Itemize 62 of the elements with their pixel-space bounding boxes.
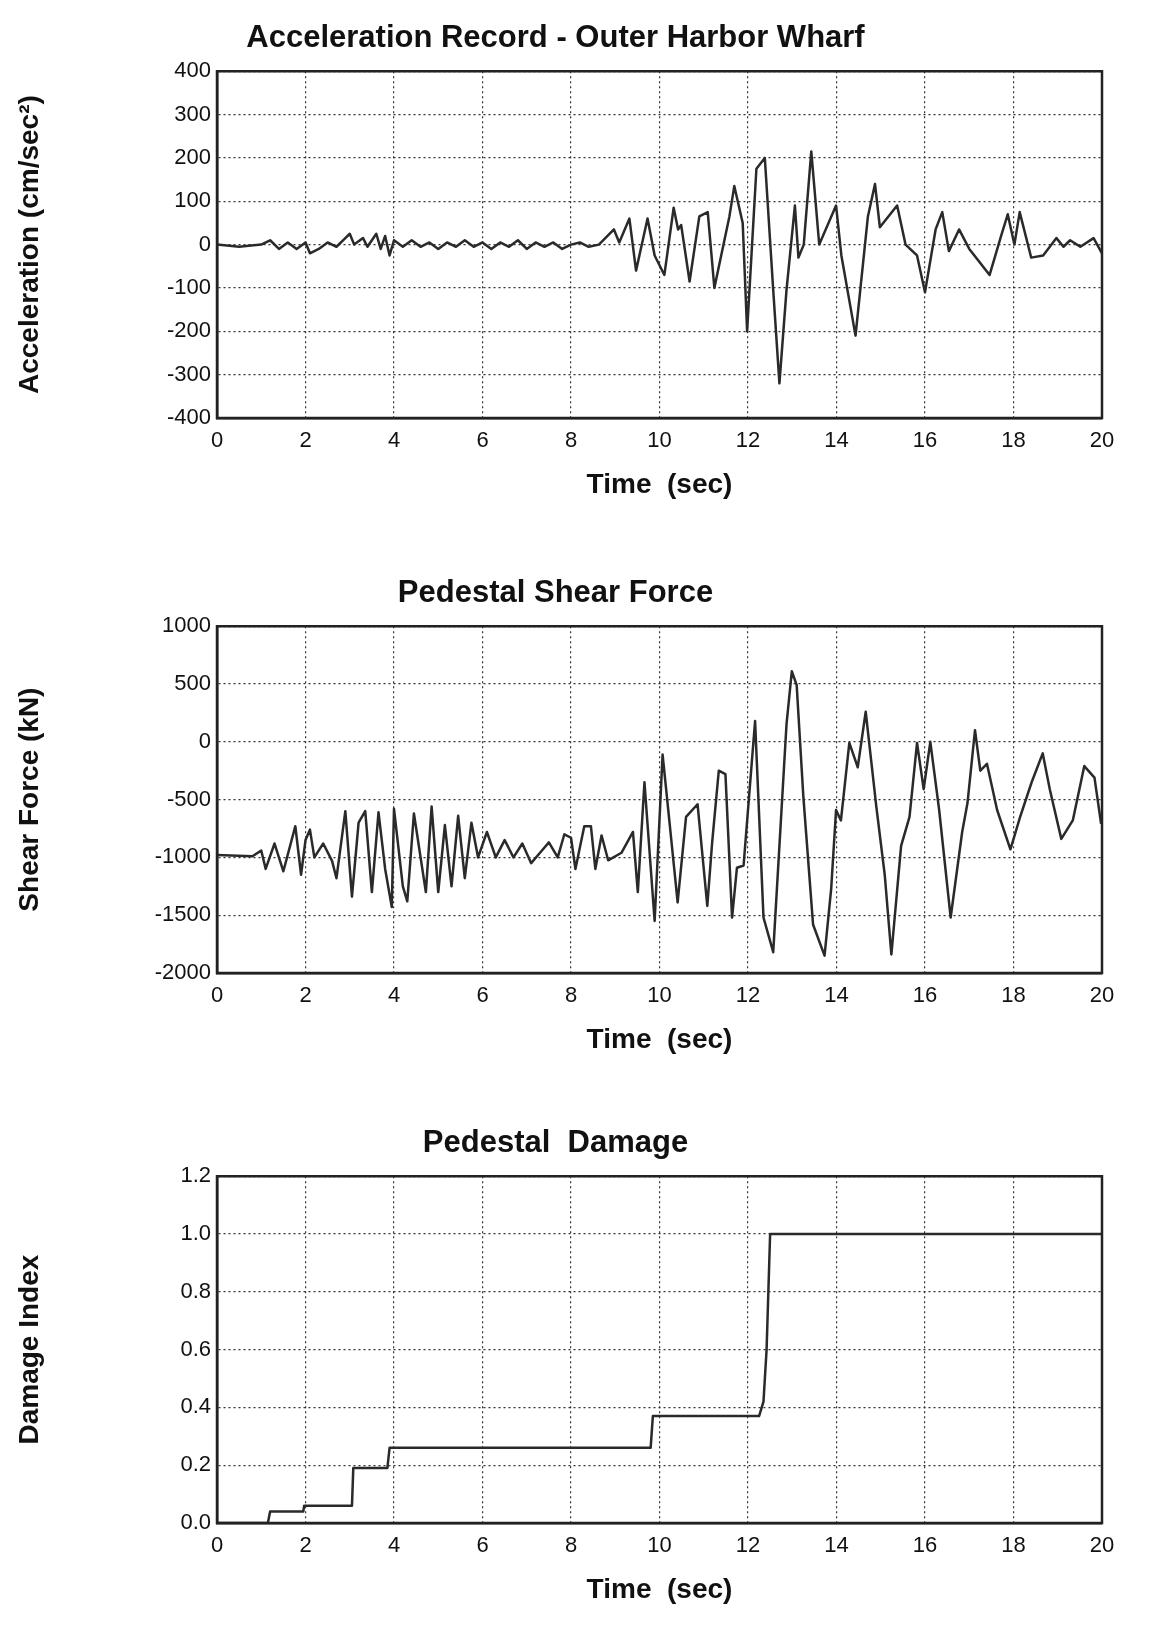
x-tick-label: 12	[735, 982, 761, 1008]
y-tick-label: 300	[174, 100, 211, 126]
x-tick-label: 18	[1001, 427, 1026, 453]
x-tick-label: 4	[387, 1532, 401, 1558]
y-tick-label: -1500	[154, 901, 211, 927]
x-tick-label: 14	[824, 982, 849, 1008]
chart-title: Acceleration Record - Outer Harbor Wharf	[246, 19, 866, 55]
x-tick-label: 8	[564, 1532, 578, 1558]
x-tick-label: 14	[824, 427, 849, 453]
x-tick-label: 2	[299, 427, 312, 453]
chart-title: Pedestal Shear Force	[397, 574, 714, 610]
x-tick-label: 16	[912, 427, 938, 453]
x-tick-label: 2	[299, 982, 312, 1008]
x-tick-label: 16	[912, 982, 938, 1008]
x-tick-label: 8	[564, 427, 578, 453]
y-tick-label: -2000	[154, 959, 211, 985]
x-tick-label: 12	[735, 1532, 761, 1558]
y-tick-label: 0.6	[180, 1335, 211, 1361]
y-tick-label: 0	[198, 727, 211, 753]
x-tick-label: 8	[564, 982, 578, 1008]
x-tick-label: 2	[299, 1532, 312, 1558]
x-tick-label: 18	[1001, 1532, 1026, 1558]
x-tick-label: 4	[387, 982, 401, 1008]
x-axis-title: Time (sec)	[586, 467, 733, 499]
y-tick-label: 200	[174, 143, 211, 169]
y-axis-title: Damage Index	[12, 1254, 44, 1445]
x-tick-label: 10	[647, 982, 672, 1008]
x-tick-label: 20	[1089, 1532, 1115, 1558]
x-tick-label: 10	[647, 427, 672, 453]
x-tick-label: 18	[1001, 982, 1026, 1008]
x-tick-label: 6	[476, 982, 489, 1008]
y-tick-label: 1.2	[180, 1162, 211, 1188]
y-tick-label: 0.0	[180, 1509, 211, 1535]
y-axis-title: Shear Force (kN)	[12, 687, 44, 912]
x-tick-label: 6	[476, 1532, 489, 1558]
y-tick-label: 1.0	[180, 1220, 211, 1246]
chart-title: Pedestal Damage	[422, 1124, 689, 1160]
x-tick-label: 6	[476, 427, 489, 453]
x-tick-label: 16	[912, 1532, 938, 1558]
y-tick-label: -500	[166, 785, 211, 811]
x-tick-label: 20	[1089, 982, 1115, 1008]
y-tick-label: -400	[166, 404, 211, 430]
y-tick-label: 1000	[162, 612, 211, 638]
x-tick-label: 10	[647, 1532, 672, 1558]
y-tick-label: -200	[166, 317, 211, 343]
y-tick-label: 500	[174, 670, 211, 696]
x-tick-label: 14	[824, 1532, 849, 1558]
y-axis-title: Acceleration (cm/sec²)	[12, 95, 44, 394]
y-tick-label: 0.8	[180, 1277, 211, 1303]
y-tick-label: 0	[198, 230, 211, 256]
y-tick-label: -1000	[154, 843, 211, 869]
x-tick-label: 12	[735, 427, 761, 453]
x-tick-label: 4	[387, 427, 401, 453]
y-tick-label: 400	[174, 57, 211, 83]
x-tick-label: 20	[1089, 427, 1115, 453]
x-axis-title: Time (sec)	[586, 1572, 733, 1604]
y-tick-label: -100	[166, 274, 211, 300]
y-tick-label: 0.4	[180, 1393, 211, 1419]
y-tick-label: 0.2	[180, 1451, 211, 1477]
y-tick-label: -300	[166, 360, 211, 386]
x-axis-title: Time (sec)	[586, 1022, 733, 1054]
y-tick-label: 100	[174, 187, 211, 213]
